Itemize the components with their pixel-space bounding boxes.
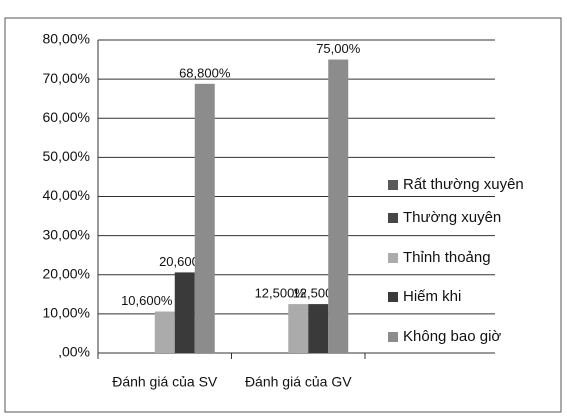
- data-label: 10,600%: [121, 293, 173, 308]
- y-tick-label: 80,00%: [43, 31, 90, 47]
- legend-swatch: [388, 253, 398, 263]
- x-tick-label: Đánh giá của GV: [245, 374, 352, 390]
- bar: [328, 59, 349, 353]
- legend-label: Thỉnh thoảng: [403, 249, 491, 266]
- x-tick-label: Đánh giá của SV: [112, 374, 218, 390]
- legend-swatch: [388, 332, 398, 342]
- bar: [288, 304, 309, 353]
- chart-border: [4, 17, 562, 413]
- y-tick-label: 10,00%: [43, 305, 90, 321]
- legend-label: Rất thường xuyên: [403, 176, 524, 193]
- y-tick-label: 60,00%: [43, 109, 90, 125]
- y-tick-label: 50,00%: [43, 148, 90, 164]
- data-label: 75,00%: [316, 41, 361, 56]
- y-tick-label: 70,00%: [43, 70, 90, 86]
- y-tick-label: 30,00%: [43, 226, 90, 242]
- legend-label: Không bao giờ: [403, 328, 501, 345]
- bar: [154, 311, 175, 353]
- y-tick-label: 40,00%: [43, 187, 90, 203]
- y-tick-label: ,00%: [58, 344, 90, 360]
- bar: [174, 272, 195, 353]
- data-label: 12,500%: [255, 286, 307, 301]
- legend-swatch: [388, 213, 398, 223]
- bar: [308, 304, 329, 353]
- legend-swatch: [388, 180, 398, 190]
- legend-label: Hiếm khi: [403, 288, 461, 305]
- legend-swatch: [388, 292, 398, 302]
- data-label: 68,800%: [179, 65, 231, 80]
- bar: [194, 83, 215, 353]
- legend-label: Thường xuyên: [403, 209, 501, 226]
- y-tick-label: 20,00%: [43, 265, 90, 281]
